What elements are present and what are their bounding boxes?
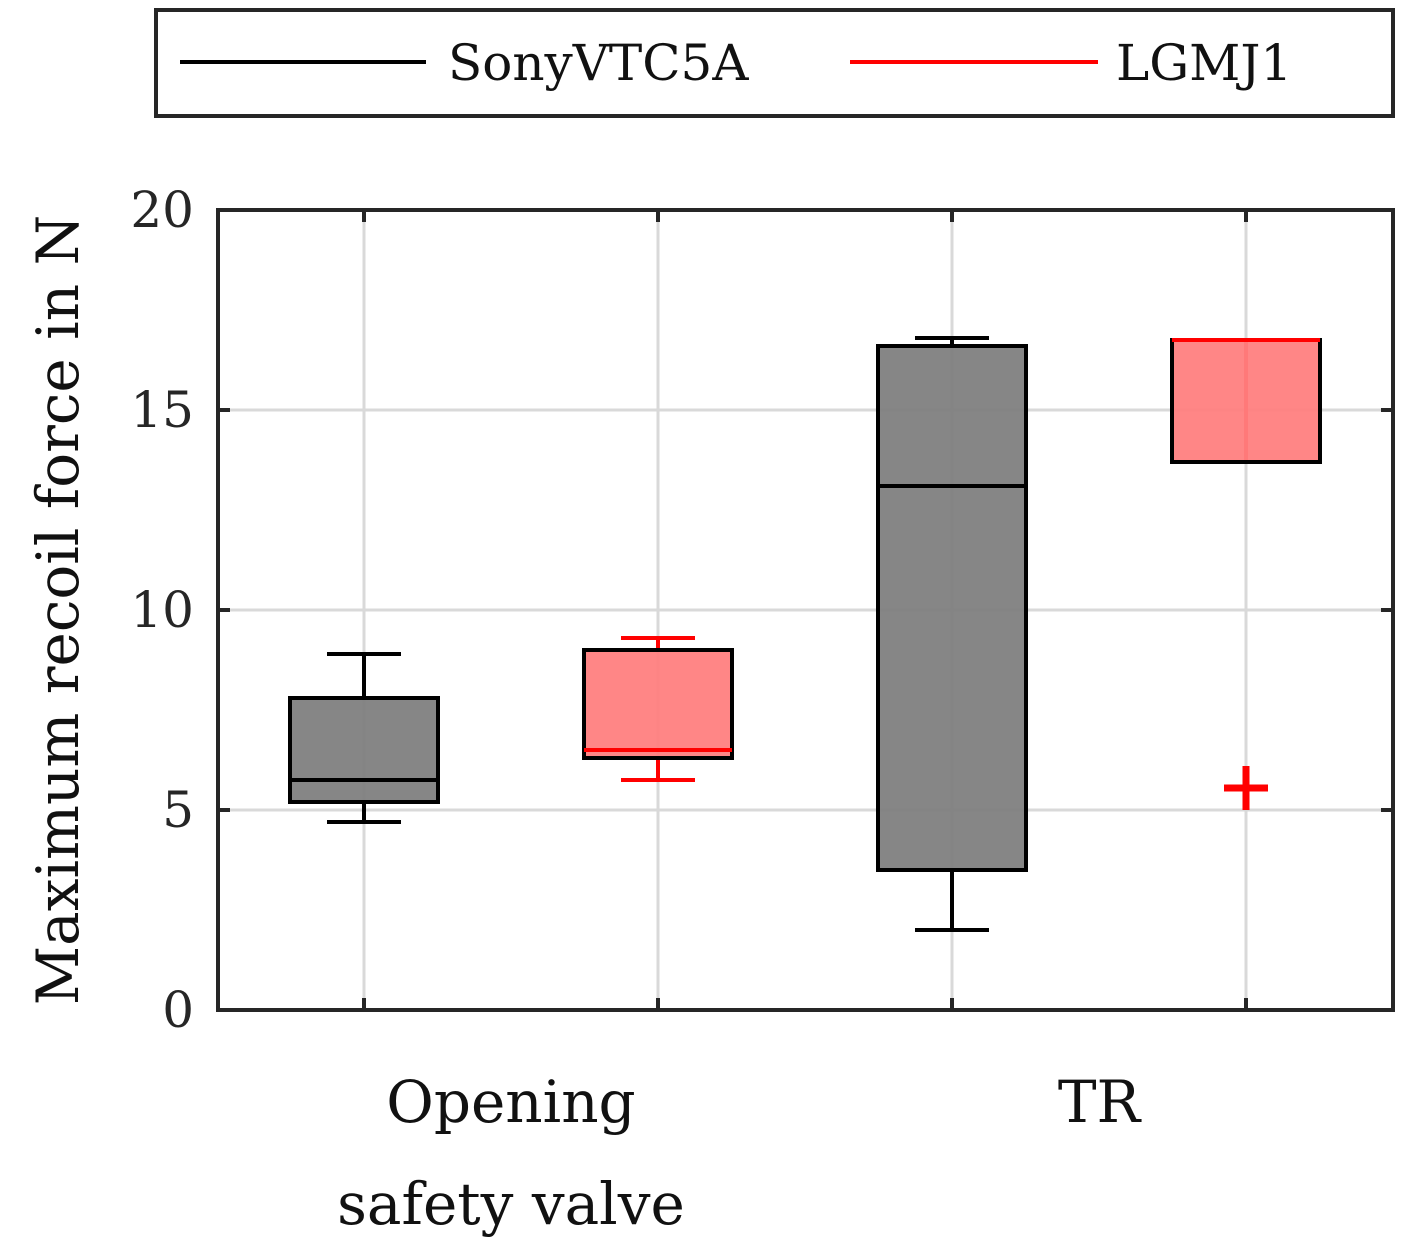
y-tick-label: 15 — [130, 381, 194, 439]
y-tick-labels: 0 5 10 15 20 — [130, 181, 194, 1039]
box-lgmj1 — [582, 636, 734, 782]
box-body — [288, 696, 440, 804]
y-tick-label: 20 — [130, 181, 194, 239]
boxes — [288, 336, 1322, 932]
ticks — [218, 208, 1393, 1012]
grid — [218, 210, 1393, 1010]
category-label: TR — [1058, 1068, 1143, 1136]
box-lgmj1 — [1170, 338, 1322, 810]
y-tick-label: 0 — [162, 981, 194, 1039]
y-tick-label: 10 — [130, 581, 194, 639]
box-sonyvtc5a — [288, 652, 440, 824]
y-tick-label: 5 — [162, 781, 194, 839]
box-body — [1170, 338, 1322, 464]
legend: SonyVTC5A LGMJ1 — [154, 8, 1395, 118]
y-axis-label: Maximum recoil force in N — [24, 215, 92, 1005]
legend-label-sonyvtc5a: SonyVTC5A — [448, 34, 749, 92]
x-tick-labels: Opening safety valve TR — [337, 1068, 1142, 1238]
legend-label-lgmj1: LGMJ1 — [1116, 34, 1292, 92]
box-body — [582, 648, 734, 760]
box-body — [876, 344, 1028, 872]
box-sonyvtc5a — [876, 336, 1028, 932]
category-label: safety valve — [337, 1170, 685, 1238]
category-label: Opening — [386, 1068, 635, 1136]
